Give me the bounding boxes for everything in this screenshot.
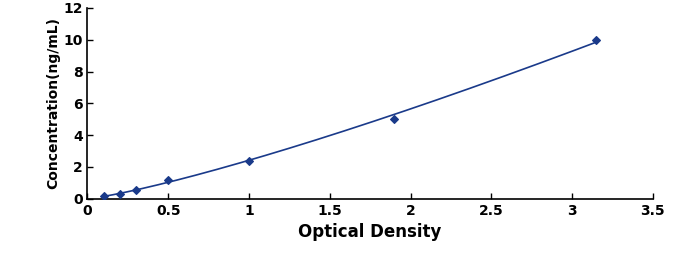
Y-axis label: Concentration(ng/mL): Concentration(ng/mL) (46, 17, 61, 189)
X-axis label: Optical Density: Optical Density (298, 223, 442, 241)
